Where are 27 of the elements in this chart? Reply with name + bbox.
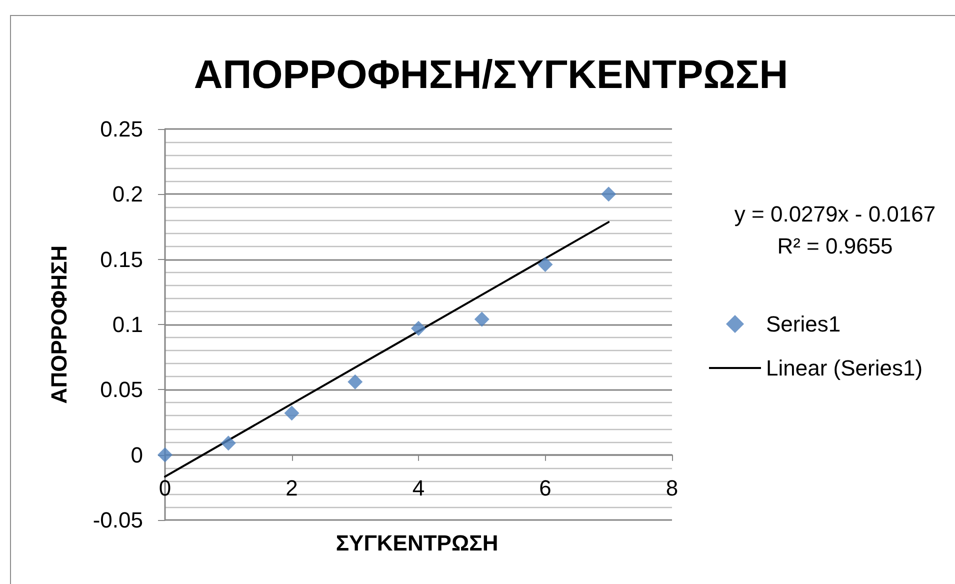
x-tick-label: 6	[539, 475, 552, 500]
point	[474, 312, 490, 327]
point	[220, 436, 236, 451]
x-tick-label: 4	[412, 475, 425, 500]
point	[158, 447, 172, 462]
y-tick-label: 0.2	[112, 182, 143, 207]
point	[284, 406, 300, 421]
y-tick-label: 0	[130, 442, 143, 468]
legend-label: Linear (Series1)	[766, 356, 923, 380]
x-tick-label: 2	[286, 475, 298, 500]
point	[601, 186, 616, 202]
y-tick-label: 0.15	[100, 246, 143, 272]
y-axis-title: ΑΠΟΡΡΟΦΗΣΗ	[46, 245, 72, 404]
y-tick-label: 0.05	[100, 377, 143, 402]
legend-label: Series1	[766, 312, 841, 336]
text: R² = 0.9655	[777, 234, 893, 258]
x-tick-label: 8	[666, 475, 678, 500]
text: y = 0.0279x - 0.0167	[734, 202, 936, 226]
y-tick-label: 0.25	[100, 116, 143, 142]
y-tick-label: 0.1	[112, 312, 143, 337]
y-tick-label: -0.05	[92, 508, 143, 532]
chart-title: ΑΠΟΡΡΟΦΗΣΗ/ΣΥΓΚΕΝΤΡΩΣΗ	[194, 53, 788, 97]
point	[348, 374, 363, 390]
x-tick-label: 0	[158, 475, 172, 500]
point	[411, 320, 426, 336]
point	[538, 257, 553, 272]
x-axis-title: ΣΥΓΚΕΝΤΡΩΣΗ	[336, 530, 498, 556]
